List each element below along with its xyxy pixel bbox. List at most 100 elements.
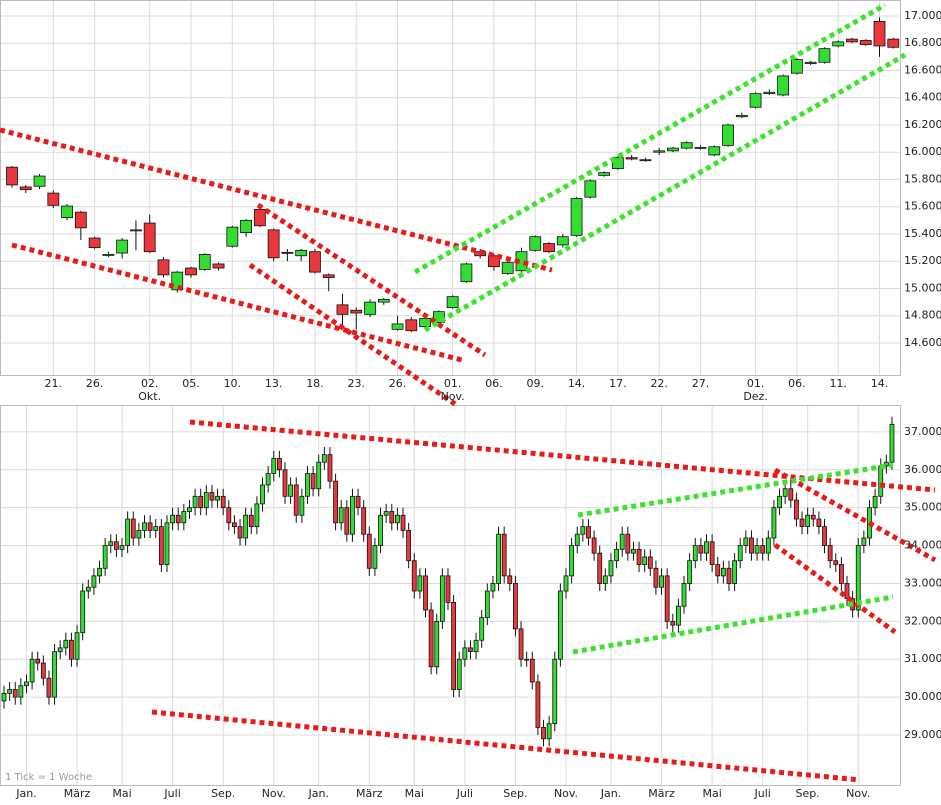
candle-body xyxy=(861,537,867,546)
x-tick-label: 05. xyxy=(182,377,200,390)
x-tick-label: Sep. xyxy=(796,787,820,800)
trend-line xyxy=(572,594,894,655)
candle-body xyxy=(309,251,321,273)
candle-body xyxy=(451,601,457,690)
candle-body xyxy=(281,251,294,254)
candle-body xyxy=(170,514,176,524)
candle-body xyxy=(569,545,575,577)
candle-body xyxy=(364,301,376,315)
candle-body xyxy=(164,522,170,565)
candle-body xyxy=(653,567,659,588)
candle-body xyxy=(63,639,69,649)
candle-body xyxy=(462,647,468,660)
candle-body xyxy=(130,518,136,539)
candle-body xyxy=(400,514,406,531)
candle-body xyxy=(827,545,833,562)
candle-body xyxy=(722,124,734,146)
labels: 14.600 14.800 15.000 15.200 15.400 15.600 15.8… xyxy=(5,9,941,800)
candle-body xyxy=(838,564,844,584)
candle-body xyxy=(653,150,666,153)
candle-body xyxy=(153,526,159,531)
x-tick-label: Sep. xyxy=(503,787,527,800)
candle-body xyxy=(12,689,18,698)
candle-body xyxy=(687,560,693,584)
candle-body xyxy=(260,484,265,505)
x-tick-label: 26. xyxy=(389,377,407,390)
x-tick-label: Jan. xyxy=(600,787,621,800)
x-tick-label: März xyxy=(64,787,91,800)
candle-body xyxy=(513,583,518,630)
x-tick-label: 14. xyxy=(568,377,586,390)
candle-body xyxy=(432,311,445,323)
candle-body xyxy=(694,147,707,149)
candle-body xyxy=(338,507,344,524)
y-tick-label: 31.000 xyxy=(904,652,941,665)
x-tick-label: Mai xyxy=(405,787,424,800)
candle-body xyxy=(276,458,282,471)
candle-body xyxy=(804,61,817,65)
candle-body xyxy=(496,533,501,584)
candle-body xyxy=(271,458,277,474)
candle-body xyxy=(479,617,485,641)
candle-body xyxy=(524,658,530,661)
candle-body xyxy=(446,296,459,308)
candle-body xyxy=(46,677,52,698)
candle-body xyxy=(681,583,687,607)
candle-body xyxy=(777,495,782,509)
x-tick-label: Nov. xyxy=(554,787,578,800)
candle-body xyxy=(557,590,563,660)
x-tick-label: 14. xyxy=(871,377,889,390)
candle-body xyxy=(771,507,777,539)
x-tick-label: 18. xyxy=(306,377,324,390)
candle-body xyxy=(805,514,811,528)
candle-body xyxy=(378,514,383,546)
candle-body xyxy=(737,545,743,562)
x-tick-label: Juli xyxy=(456,787,473,800)
candle-body xyxy=(799,518,805,528)
candle-body xyxy=(293,484,299,516)
candle-body xyxy=(192,495,198,509)
candle-body xyxy=(782,488,788,497)
candle-body xyxy=(788,488,794,501)
candle-body xyxy=(322,274,335,278)
y-tick-label: 32.000 xyxy=(904,614,941,627)
x-tick-label: März xyxy=(356,787,383,800)
candle-body xyxy=(419,318,432,328)
candle-body xyxy=(237,526,243,539)
candle-body xyxy=(33,175,46,187)
candle-body xyxy=(248,514,254,528)
candle-body xyxy=(316,461,322,490)
candle-body xyxy=(816,518,822,528)
y-tick-label: 33.000 xyxy=(904,576,941,589)
candle-body xyxy=(790,59,803,74)
candle-body xyxy=(80,590,86,634)
candle-body xyxy=(765,537,771,554)
x-tick-label: 23. xyxy=(348,377,366,390)
candle-body xyxy=(844,583,850,599)
candle-body xyxy=(468,647,473,653)
candle-body xyxy=(749,537,754,554)
candle-body xyxy=(417,575,423,592)
candle-body xyxy=(501,533,507,577)
y-tick-label: 16.400 xyxy=(904,91,941,104)
y-tick-label: 30.000 xyxy=(904,690,941,703)
x-tick-label: Sep. xyxy=(211,787,235,800)
x-tick-label: Mai xyxy=(702,787,721,800)
trend-line xyxy=(423,52,907,333)
candle-body xyxy=(715,564,721,577)
candle-body xyxy=(57,647,63,653)
candle-body xyxy=(40,662,46,679)
x-tick-label: Jan. xyxy=(15,787,36,800)
candle-body xyxy=(541,727,546,740)
candle-body xyxy=(760,545,766,554)
candle-body xyxy=(6,166,18,186)
candle-body xyxy=(642,556,648,565)
candle-body xyxy=(709,541,715,565)
x-tick-label: 09. xyxy=(527,377,545,390)
plot-frame xyxy=(0,405,901,786)
x-tick-label: 01. xyxy=(444,377,462,390)
candle-body xyxy=(91,575,97,588)
candle-body xyxy=(460,263,473,283)
candle-body xyxy=(215,495,220,501)
candle-body xyxy=(473,639,479,653)
